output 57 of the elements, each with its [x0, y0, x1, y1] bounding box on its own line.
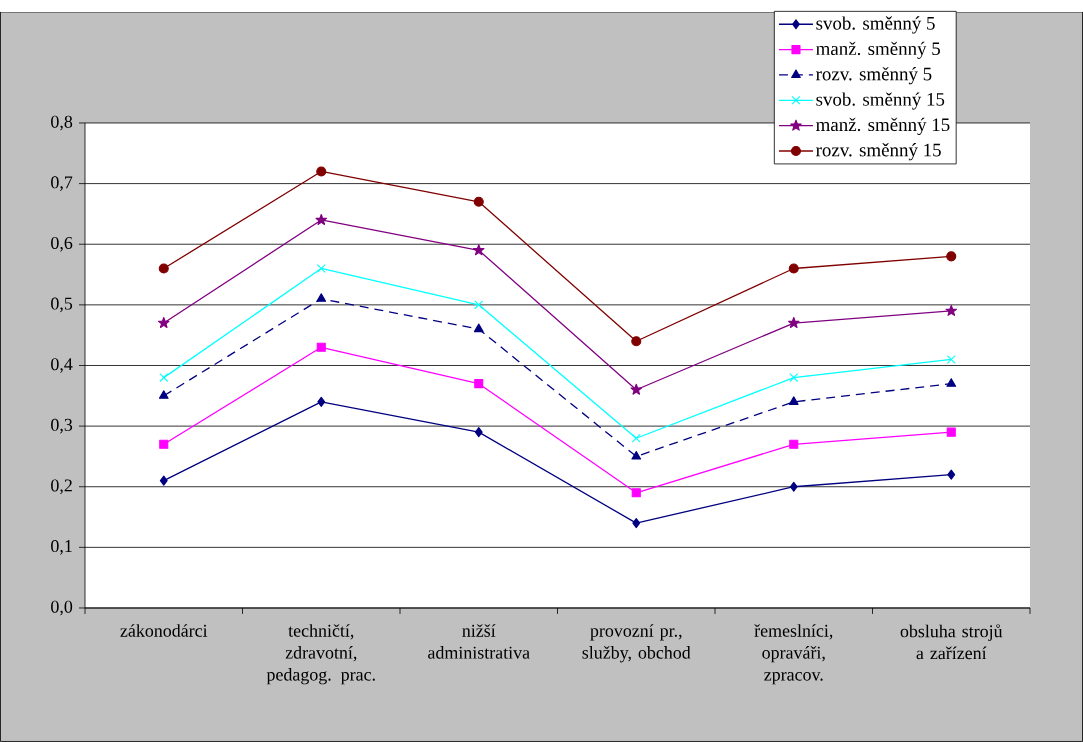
- legend-label: rozv. směnný 15: [815, 143, 941, 161]
- point: [789, 439, 799, 449]
- y-tick-label: 0,1: [51, 540, 72, 555]
- point: [473, 323, 484, 333]
- point: [474, 300, 484, 310]
- point: [159, 373, 169, 383]
- point: [158, 263, 169, 274]
- point: [474, 427, 483, 438]
- point: [946, 251, 957, 262]
- x-tick-label: obsluha strojů a zařízení: [900, 624, 1003, 660]
- point: [317, 396, 326, 407]
- y-tick-label: 0,7: [51, 176, 73, 191]
- x-tick-label: nižší administrativa: [428, 624, 530, 659]
- x-tick-label: řemeslníci, opraváři, zpracov.: [754, 624, 833, 685]
- point: [632, 518, 641, 529]
- point: [946, 354, 956, 364]
- point: [473, 196, 484, 207]
- point: [316, 264, 326, 273]
- point: [474, 379, 484, 389]
- point: [789, 481, 798, 492]
- legend-label: manž. směnný 15: [816, 117, 950, 135]
- point: [945, 304, 958, 316]
- y-tick-label: 0,4: [51, 358, 73, 373]
- point: [947, 469, 956, 480]
- y-tick-label: 0,6: [51, 236, 73, 252]
- point: [787, 317, 800, 329]
- point: [946, 427, 956, 437]
- x-tick-label: techničtí, zdravotní, pedagog. prac.: [266, 624, 375, 685]
- legend-label: rozv. směnný 5: [815, 67, 932, 85]
- point: [789, 373, 799, 383]
- y-tick-label: 0,3: [51, 418, 73, 434]
- point: [316, 342, 326, 352]
- y-tick-label: 0,0: [51, 600, 73, 616]
- point: [315, 213, 328, 225]
- x-tick-label: zákonodárci: [120, 624, 208, 637]
- point: [631, 450, 642, 460]
- legend-label: svob. směnný 5: [816, 16, 935, 34]
- point: [631, 336, 642, 347]
- point: [158, 390, 169, 399]
- y-tick-label: 0,5: [51, 297, 73, 313]
- x-tick-label: provozní pr., služby, obchod: [582, 624, 691, 663]
- point: [631, 433, 641, 443]
- point: [630, 383, 643, 395]
- legend-label: svob. směnný 15: [816, 92, 945, 110]
- point: [788, 263, 799, 274]
- point: [472, 244, 485, 256]
- point: [157, 317, 170, 329]
- y-tick-label: 0,2: [51, 479, 72, 495]
- point: [316, 293, 327, 302]
- point: [159, 475, 168, 486]
- point: [788, 396, 799, 405]
- point: [631, 488, 641, 498]
- y-tick-label: 0,8: [51, 115, 73, 131]
- point: [316, 166, 327, 177]
- point: [946, 378, 957, 387]
- legend-label: manž. směnný 5: [816, 41, 940, 59]
- point: [159, 439, 169, 449]
